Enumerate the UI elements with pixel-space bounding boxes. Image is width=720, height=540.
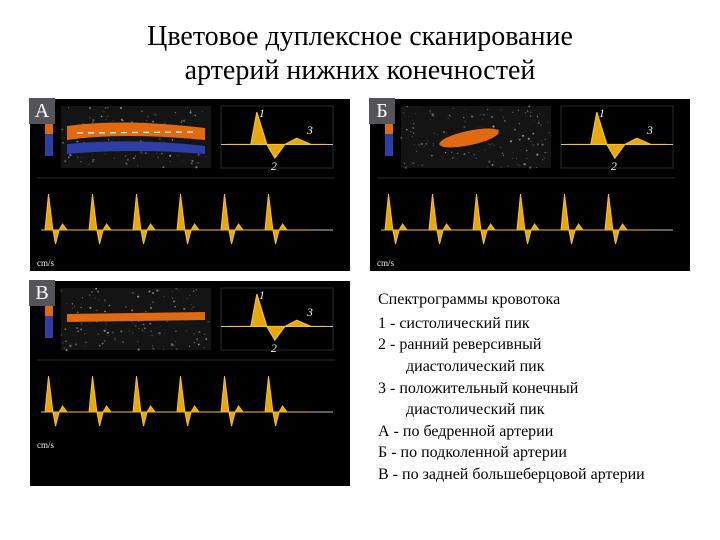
svg-text:2: 2 <box>611 159 617 173</box>
title-line-2: артерий нижних конечностей <box>185 55 536 86</box>
svg-text:3: 3 <box>646 123 653 137</box>
svg-text:1: 1 <box>599 106 605 120</box>
legend-item-3: 3 - положительный конечный <box>378 378 690 400</box>
legend-item-1: 1 - систолический пик <box>378 313 690 335</box>
panel-letter-v: В <box>29 280 55 306</box>
doppler-scan-b: 1 2 3 cm/s <box>371 100 681 270</box>
panel-b: Б 1 2 3 cm/s <box>370 99 690 271</box>
svg-text:cm/s: cm/s <box>377 258 394 268</box>
legend-item-2b: диастолический пик <box>378 356 690 378</box>
svg-text:2: 2 <box>271 341 277 355</box>
svg-text:1: 1 <box>259 288 265 302</box>
doppler-scan-v: 1 2 3 cm/s <box>31 282 341 452</box>
svg-text:cm/s: cm/s <box>37 258 54 268</box>
legend-title: Спектрограммы кровотока <box>378 289 690 311</box>
panel-a: А 1 2 3 cm/s <box>30 99 350 271</box>
legend-item-2: 2 - ранний реверсивный <box>378 334 690 356</box>
title-line-1: Цветовое дуплексное сканирование <box>147 21 573 52</box>
panel-v: В 1 2 3 cm/s <box>30 281 350 485</box>
panel-letter-b: Б <box>369 98 395 124</box>
svg-text:1: 1 <box>259 106 265 120</box>
image-grid: А 1 2 3 cm/s Б 1 2 3 cm/s В 1 2 3 cm/s Спектрогра… <box>30 99 690 485</box>
legend-item-a: А - по бедренной артерии <box>378 421 690 443</box>
legend-block: Спектрограммы кровотока 1 - систолически… <box>370 281 690 485</box>
slide-title: Цветовое дуплексное сканирование артерий… <box>30 20 690 87</box>
svg-text:3: 3 <box>306 123 313 137</box>
legend-item-v: В - по задней большеберцовой артерии <box>378 464 690 486</box>
svg-text:2: 2 <box>271 159 277 173</box>
legend-item-b: Б - по подколенной артерии <box>378 442 690 464</box>
svg-text:cm/s: cm/s <box>37 440 54 450</box>
svg-text:3: 3 <box>306 305 313 319</box>
legend-item-3b: диастолический пик <box>378 399 690 421</box>
panel-letter-a: А <box>29 98 55 124</box>
doppler-scan-a: 1 2 3 cm/s <box>31 100 341 270</box>
